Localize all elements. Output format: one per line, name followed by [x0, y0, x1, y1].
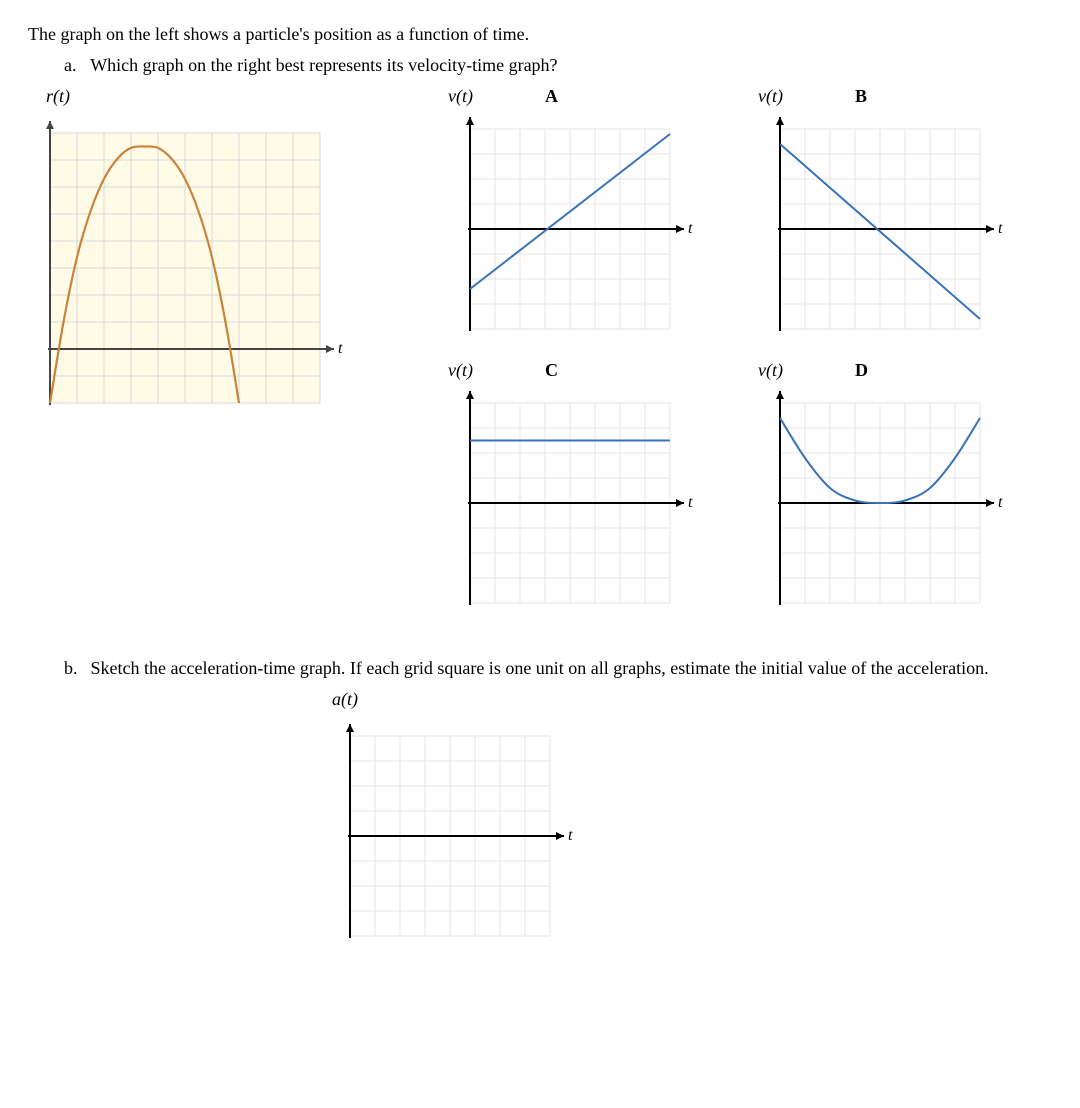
part-a-text: Which graph on the right best represents… [90, 55, 557, 75]
svg-text:t: t [688, 220, 693, 237]
answer-d-letter: D [855, 360, 868, 381]
svg-text:t: t [688, 494, 693, 511]
answer-d-y-axis-label: v(t) [758, 360, 783, 381]
answer-c-letter: C [545, 360, 558, 381]
intro-text: The graph on the left shows a particle's… [28, 24, 1052, 45]
part-b-letter: b. [64, 658, 86, 679]
position-y-axis-label: r(t) [46, 86, 448, 107]
position-graph: t [28, 115, 448, 416]
answer-graph-b: t [758, 111, 1038, 342]
answer-graph-d: t [758, 385, 1038, 616]
part-b-text: Sketch the acceleration-time graph. If e… [91, 658, 989, 678]
part-b-question: b. Sketch the acceleration-time graph. I… [64, 658, 1052, 679]
svg-text:t: t [568, 827, 573, 844]
answer-graph-a: t [448, 111, 728, 342]
accel-graph: t [328, 718, 1052, 949]
svg-text:t: t [338, 340, 343, 357]
answer-b-letter: B [855, 86, 867, 107]
svg-text:t: t [998, 220, 1003, 237]
accel-y-axis-label: a(t) [332, 689, 1052, 710]
svg-text:t: t [998, 494, 1003, 511]
answer-graph-c: t [448, 385, 728, 616]
answer-a-y-axis-label: v(t) [448, 86, 473, 107]
answer-c-y-axis-label: v(t) [448, 360, 473, 381]
part-a-question: a. Which graph on the right best represe… [64, 55, 1052, 76]
part-a-letter: a. [64, 55, 86, 76]
answer-b-y-axis-label: v(t) [758, 86, 783, 107]
answer-a-letter: A [545, 86, 558, 107]
